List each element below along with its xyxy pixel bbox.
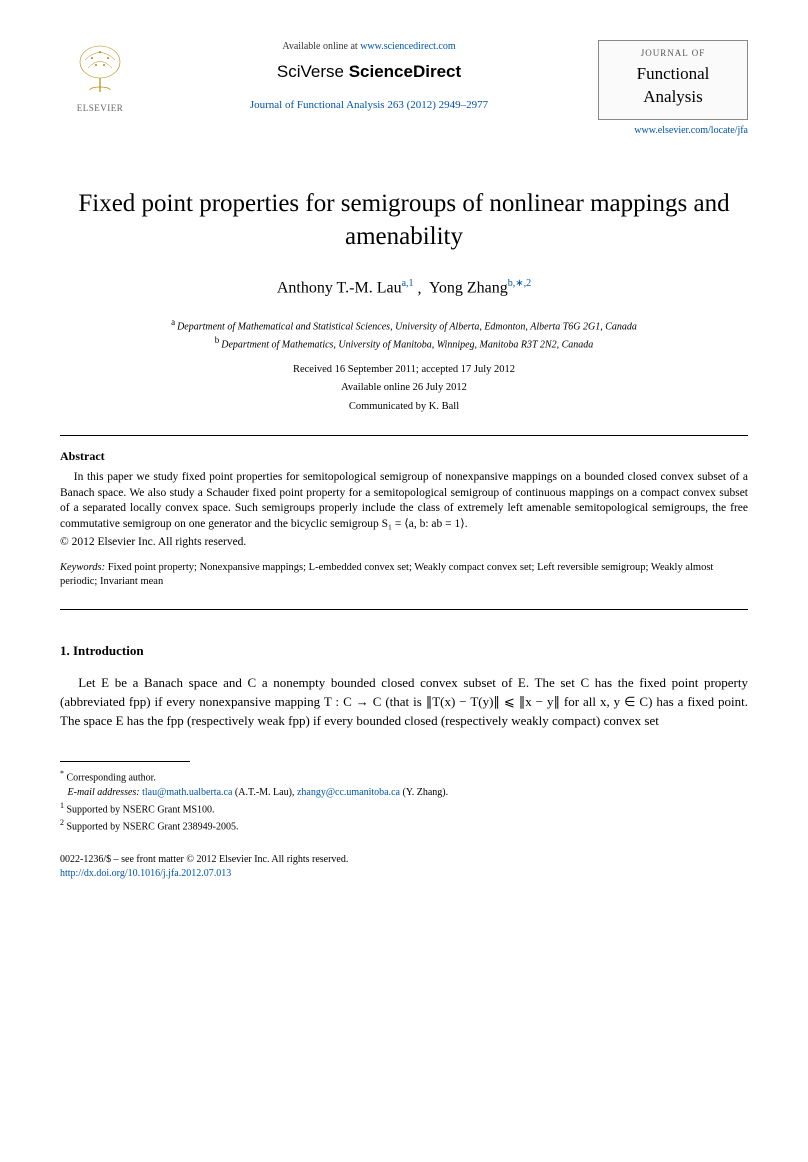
footnote-corresponding-text: Corresponding author. [67,772,156,783]
footnote-2: 2 Supported by NSERC Grant 238949-2005. [60,817,748,834]
keywords-block: Keywords: Fixed point property; Nonexpan… [60,561,748,589]
footnotes-block: * Corresponding author. E-mail addresses… [60,768,748,835]
citation-line: Journal of Functional Analysis 263 (2012… [150,98,588,113]
center-header: Available online at www.sciencedirect.co… [140,40,598,113]
keywords-text: Fixed point property; Nonexpansive mappi… [60,562,713,587]
footnote-rule [60,761,190,762]
platform-brand: SciVerse ScienceDirect [150,60,588,84]
bottom-matter: 0022-1236/$ – see front matter © 2012 El… [60,853,748,881]
author-1-marks: a,1 [402,278,414,289]
affiliation-b-text: Department of Mathematics, University of… [221,340,593,351]
available-online-line: Available online at www.sciencedirect.co… [150,40,588,54]
authors-line: Anthony T.-M. Laua,1, Yong Zhangb,∗,2 [60,277,748,300]
journal-site-link[interactable]: www.elsevier.com/locate/jfa [634,125,748,136]
elsevier-logo-block: ELSEVIER [60,40,140,115]
keywords-label: Keywords: [60,562,105,573]
available-prefix: Available online at [282,41,360,52]
affiliation-a: aDepartment of Mathematical and Statisti… [60,316,748,334]
copyright-line: © 2012 Elsevier Inc. All rights reserved… [60,534,748,550]
elsevier-tree-icon [70,40,130,100]
affiliation-a-text: Department of Mathematical and Statistic… [177,321,637,332]
affiliation-b: bDepartment of Mathematics, University o… [60,334,748,352]
page-header: ELSEVIER Available online at www.science… [60,40,748,138]
journal-logo-line2: Functional [603,62,743,86]
footnote-corresponding: * Corresponding author. [60,768,748,785]
footnote-emails: E-mail addresses: tlau@math.ualberta.ca … [60,785,748,800]
date-received: Received 16 September 2011; accepted 17 … [60,363,748,378]
section-1-paragraph: Let E be a Banach space and C a nonempty… [60,674,748,731]
section-1-heading: 1. Introduction [60,642,748,660]
journal-brand-col: JOURNAL OF Functional Analysis www.elsev… [598,40,748,138]
issn-line: 0022-1236/$ – see front matter © 2012 El… [60,853,748,867]
email-2-link[interactable]: zhangy@cc.umanitoba.ca [297,787,400,798]
footnote-2-text: Supported by NSERC Grant 238949-2005. [67,822,239,833]
journal-logo-line1: JOURNAL OF [603,47,743,60]
communicated-by: Communicated by K. Ball [60,400,748,415]
date-online: Available online 26 July 2012 [60,381,748,396]
sciencedirect-link[interactable]: www.sciencedirect.com [360,41,455,52]
abstract-body: In this paper we study fixed point prope… [60,470,748,532]
article-title: Fixed point properties for semigroups of… [60,188,748,253]
email-1-who: (A.T.-M. Lau), [232,787,297,798]
affiliations: aDepartment of Mathematical and Statisti… [60,316,748,353]
author-2-marks: b,∗,2 [508,278,531,289]
divider-bottom [60,609,748,610]
author-1-name: Anthony T.-M. Lau [277,280,402,297]
divider-top [60,435,748,436]
abstract-heading: Abstract [60,448,748,465]
journal-logo-line3: Analysis [603,85,743,109]
email-2-who: (Y. Zhang). [400,787,448,798]
footnote-1: 1 Supported by NSERC Grant MS100. [60,800,748,817]
elsevier-label: ELSEVIER [77,102,124,115]
author-2-name: Yong Zhang [429,280,508,297]
email-label: E-mail addresses: [68,787,140,798]
journal-logo: JOURNAL OF Functional Analysis [598,40,748,120]
journal-site-line: www.elsevier.com/locate/jfa [634,124,748,138]
email-1-link[interactable]: tlau@math.ualberta.ca [142,787,232,798]
footnote-1-text: Supported by NSERC Grant MS100. [67,804,215,815]
doi-link[interactable]: http://dx.doi.org/10.1016/j.jfa.2012.07.… [60,868,231,879]
